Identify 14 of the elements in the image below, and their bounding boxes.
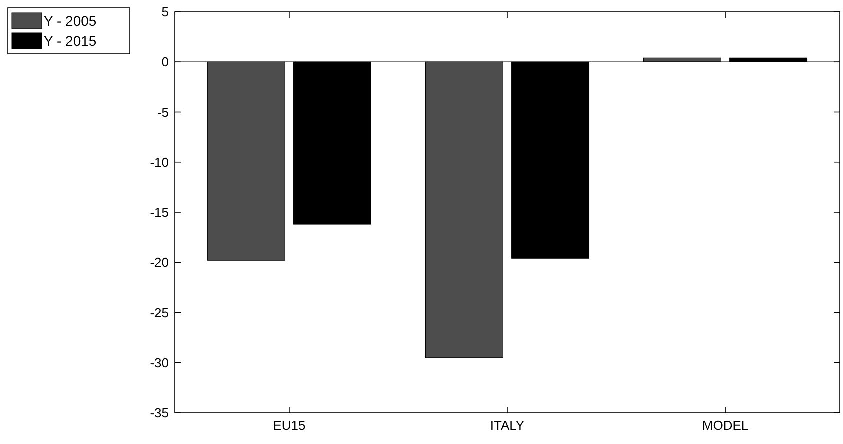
x-tick-label: ITALY — [490, 418, 525, 433]
y-tick-label: -30 — [150, 355, 169, 370]
y-tick-label: -35 — [150, 406, 169, 421]
y-tick-label: 5 — [162, 4, 169, 20]
y-tick-label: -10 — [150, 154, 169, 170]
x-tick-label: EU15 — [273, 418, 306, 433]
x-tick-label: MODEL — [702, 418, 749, 433]
y-tick-label: -5 — [157, 104, 169, 120]
legend-label: Y - 2015 — [44, 32, 97, 49]
legend-label: Y - 2005 — [44, 12, 97, 29]
y-tick-label: -25 — [150, 305, 169, 320]
y-tick-label: -15 — [150, 205, 169, 220]
y-tick-label: -20 — [150, 255, 169, 270]
y-tick-label: 0 — [162, 54, 169, 70]
